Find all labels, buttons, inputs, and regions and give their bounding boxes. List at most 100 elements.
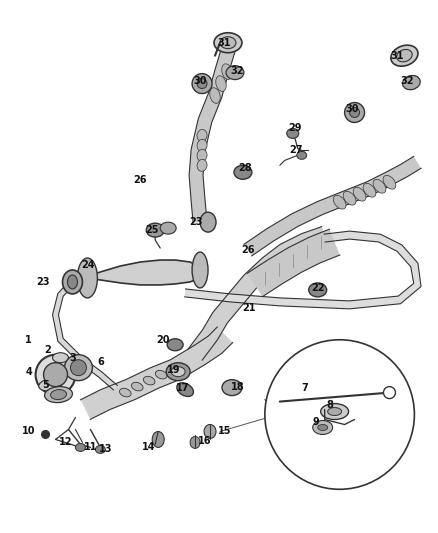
Ellipse shape <box>353 187 366 201</box>
Text: 6: 6 <box>97 357 104 367</box>
Ellipse shape <box>197 159 207 171</box>
Polygon shape <box>82 260 205 285</box>
Ellipse shape <box>391 45 418 66</box>
Ellipse shape <box>197 78 207 88</box>
Circle shape <box>265 340 414 489</box>
Text: 32: 32 <box>230 66 244 76</box>
Text: 5: 5 <box>42 379 49 390</box>
Ellipse shape <box>190 437 200 448</box>
Ellipse shape <box>210 88 220 103</box>
Polygon shape <box>81 327 233 419</box>
Ellipse shape <box>343 191 356 205</box>
Polygon shape <box>53 280 117 390</box>
Text: 14: 14 <box>141 442 155 453</box>
Ellipse shape <box>222 379 242 395</box>
Ellipse shape <box>177 383 194 397</box>
Text: 11: 11 <box>84 442 97 453</box>
Text: 19: 19 <box>167 365 181 375</box>
Ellipse shape <box>152 432 164 447</box>
Text: 18: 18 <box>231 382 245 392</box>
Text: 25: 25 <box>145 225 159 235</box>
Text: 30: 30 <box>193 76 207 86</box>
Text: 31: 31 <box>391 51 404 61</box>
Ellipse shape <box>167 339 183 351</box>
Ellipse shape <box>200 212 216 232</box>
Ellipse shape <box>373 180 386 193</box>
Ellipse shape <box>226 66 244 79</box>
Text: 30: 30 <box>346 103 359 114</box>
Text: 4: 4 <box>25 367 32 377</box>
Text: 12: 12 <box>59 438 72 447</box>
Text: 7: 7 <box>301 383 308 393</box>
Ellipse shape <box>328 408 342 416</box>
Ellipse shape <box>166 362 190 381</box>
Ellipse shape <box>78 258 97 298</box>
Ellipse shape <box>155 370 167 379</box>
Ellipse shape <box>143 376 155 385</box>
Polygon shape <box>247 229 340 297</box>
Ellipse shape <box>192 74 212 94</box>
Text: 32: 32 <box>401 76 414 86</box>
Ellipse shape <box>222 64 232 79</box>
Ellipse shape <box>363 183 376 197</box>
Text: 31: 31 <box>217 38 231 48</box>
Ellipse shape <box>45 386 72 402</box>
Ellipse shape <box>120 389 131 397</box>
Text: 23: 23 <box>189 217 203 227</box>
Text: 29: 29 <box>288 124 301 133</box>
Ellipse shape <box>216 76 226 91</box>
Ellipse shape <box>313 421 332 434</box>
Ellipse shape <box>43 362 67 386</box>
Ellipse shape <box>197 140 207 151</box>
Ellipse shape <box>345 102 364 123</box>
Text: 17: 17 <box>177 383 190 393</box>
Ellipse shape <box>204 424 216 439</box>
Ellipse shape <box>287 128 299 139</box>
Text: 8: 8 <box>326 400 333 409</box>
Ellipse shape <box>67 275 78 289</box>
Text: 28: 28 <box>238 163 252 173</box>
Ellipse shape <box>397 50 412 62</box>
Text: 16: 16 <box>198 437 212 447</box>
Text: 22: 22 <box>311 283 325 293</box>
Ellipse shape <box>234 165 252 179</box>
Ellipse shape <box>333 195 346 209</box>
Ellipse shape <box>318 424 328 431</box>
Ellipse shape <box>297 151 307 159</box>
Ellipse shape <box>42 431 49 439</box>
Ellipse shape <box>53 353 68 362</box>
Ellipse shape <box>214 33 242 53</box>
Ellipse shape <box>309 283 327 297</box>
Text: 26: 26 <box>134 175 147 185</box>
Text: 24: 24 <box>81 260 95 270</box>
Ellipse shape <box>35 355 75 394</box>
Ellipse shape <box>171 367 185 377</box>
Ellipse shape <box>146 223 164 237</box>
Text: 10: 10 <box>22 426 35 437</box>
Ellipse shape <box>192 252 208 288</box>
Polygon shape <box>185 231 421 309</box>
Ellipse shape <box>75 443 85 451</box>
Polygon shape <box>244 156 421 256</box>
Ellipse shape <box>403 76 420 90</box>
Ellipse shape <box>220 37 236 49</box>
Text: 21: 21 <box>242 303 256 313</box>
Ellipse shape <box>383 175 396 189</box>
Text: 23: 23 <box>36 277 49 287</box>
Ellipse shape <box>95 446 106 454</box>
Text: 9: 9 <box>312 416 319 426</box>
Text: 20: 20 <box>156 335 170 345</box>
Circle shape <box>384 386 396 399</box>
Text: 2: 2 <box>44 345 51 355</box>
Ellipse shape <box>39 378 62 391</box>
Text: 13: 13 <box>99 445 112 455</box>
Ellipse shape <box>160 222 176 234</box>
Ellipse shape <box>131 382 143 391</box>
Text: 1: 1 <box>25 335 32 345</box>
Ellipse shape <box>197 149 207 161</box>
Ellipse shape <box>64 355 92 381</box>
Text: 27: 27 <box>289 146 303 155</box>
Ellipse shape <box>350 108 360 117</box>
Ellipse shape <box>50 390 67 400</box>
Ellipse shape <box>197 130 207 141</box>
